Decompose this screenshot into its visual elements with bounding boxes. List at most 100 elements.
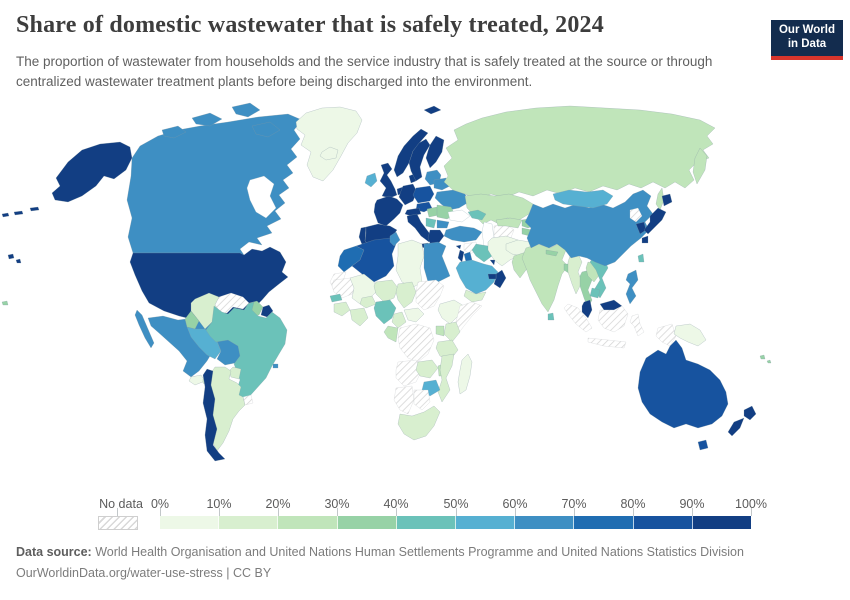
country-egypt[interactable] bbox=[423, 241, 451, 283]
country-united-kingdom[interactable] bbox=[379, 162, 398, 199]
country-congo[interactable] bbox=[383, 325, 399, 343]
country-svalbard[interactable] bbox=[423, 105, 442, 115]
page-title: Share of domestic wastewater that is saf… bbox=[16, 12, 604, 38]
country-tunisia[interactable] bbox=[389, 231, 401, 247]
country-kamchatka[interactable] bbox=[692, 147, 708, 185]
country-russia[interactable] bbox=[443, 105, 716, 201]
legend-segment-40-50[interactable] bbox=[396, 516, 457, 529]
country-french-polynesia[interactable] bbox=[1, 300, 9, 306]
country-new-zealand[interactable] bbox=[727, 405, 757, 437]
country-ethiopia[interactable] bbox=[437, 299, 465, 325]
country-cambodia[interactable] bbox=[589, 287, 601, 299]
country-sakhalin[interactable] bbox=[655, 187, 665, 211]
country-finland[interactable] bbox=[425, 135, 445, 169]
country-hawaii[interactable] bbox=[7, 253, 22, 264]
country-paraguay[interactable] bbox=[228, 366, 242, 380]
data-source-line: Data source: World Health Organisation a… bbox=[16, 545, 744, 559]
country-libya[interactable] bbox=[395, 239, 425, 289]
country-angola[interactable] bbox=[395, 359, 423, 387]
country-uganda[interactable] bbox=[435, 325, 445, 337]
legend-segment-80-90[interactable] bbox=[633, 516, 693, 529]
country-chile[interactable] bbox=[202, 368, 226, 462]
hudson-bay bbox=[246, 175, 277, 219]
country-ghana[interactable] bbox=[349, 307, 369, 327]
country-dr-congo[interactable] bbox=[397, 323, 435, 363]
country-papua-new-guinea[interactable] bbox=[673, 323, 707, 347]
owid-logo[interactable]: Our World in Data bbox=[771, 20, 843, 60]
country-france[interactable] bbox=[373, 195, 404, 227]
country-mongolia[interactable] bbox=[552, 189, 614, 209]
country-uae[interactable] bbox=[487, 273, 497, 280]
country-saudi-arabia[interactable] bbox=[455, 259, 499, 295]
country-central-african-republic[interactable] bbox=[403, 307, 425, 323]
country-yemen[interactable] bbox=[463, 289, 487, 303]
country-fiji[interactable] bbox=[759, 354, 772, 364]
country-myanmar[interactable] bbox=[567, 253, 583, 295]
country-madagascar[interactable] bbox=[457, 353, 473, 395]
legend-tick bbox=[633, 508, 634, 516]
country-alaska[interactable] bbox=[51, 141, 133, 203]
country-sudan[interactable] bbox=[415, 279, 445, 311]
country-cyprus[interactable] bbox=[455, 244, 462, 250]
country-brazil[interactable] bbox=[205, 301, 288, 403]
country-nepal[interactable] bbox=[545, 249, 559, 257]
country-kenya[interactable] bbox=[443, 321, 461, 343]
country-turkey[interactable] bbox=[443, 225, 483, 243]
country-arctic-islands[interactable] bbox=[161, 102, 281, 139]
country-japan[interactable] bbox=[641, 193, 673, 244]
country-germany[interactable] bbox=[398, 183, 418, 206]
country-guatemala[interactable] bbox=[188, 374, 206, 386]
country-philippines[interactable] bbox=[625, 269, 639, 305]
country-cameroon[interactable] bbox=[391, 311, 407, 329]
country-tasmania[interactable] bbox=[697, 439, 709, 451]
country-uzbekistan[interactable] bbox=[495, 217, 523, 229]
country-serbia[interactable] bbox=[425, 217, 437, 229]
country-greenland[interactable] bbox=[295, 106, 363, 182]
country-kuwait[interactable] bbox=[489, 259, 496, 266]
country-georgia-caucasus[interactable] bbox=[467, 209, 487, 221]
country-mozambique[interactable] bbox=[437, 353, 455, 403]
attribution-link[interactable]: OurWorldinData.org/water-use-stress | CC… bbox=[16, 566, 272, 580]
country-australia[interactable] bbox=[637, 339, 729, 429]
country-norway[interactable] bbox=[393, 128, 429, 178]
country-south-africa[interactable] bbox=[397, 405, 441, 441]
legend-tick-label: 100% bbox=[735, 497, 767, 511]
country-nigeria[interactable] bbox=[373, 299, 397, 325]
country-puerto-rico[interactable] bbox=[272, 363, 279, 369]
country-somalia[interactable] bbox=[455, 301, 483, 335]
country-botswana[interactable] bbox=[413, 389, 431, 411]
country-guinea[interactable] bbox=[333, 301, 351, 317]
country-poland[interactable] bbox=[412, 185, 435, 204]
country-canada[interactable] bbox=[126, 113, 303, 256]
owid-logo-accent-bar bbox=[771, 55, 843, 60]
country-chad[interactable] bbox=[395, 281, 417, 309]
country-mexico-baja[interactable] bbox=[134, 309, 155, 349]
country-indonesia[interactable] bbox=[563, 303, 677, 349]
country-niger[interactable] bbox=[373, 279, 399, 303]
country-sweden[interactable] bbox=[408, 138, 431, 182]
country-india[interactable] bbox=[521, 243, 569, 313]
legend-segment-70-80[interactable] bbox=[574, 516, 634, 529]
country-north-korea[interactable] bbox=[629, 207, 643, 223]
legend-segment-20-30[interactable] bbox=[278, 516, 338, 529]
country-taiwan[interactable] bbox=[637, 253, 645, 263]
country-bulgaria[interactable] bbox=[436, 219, 450, 229]
legend-segment-50-60[interactable] bbox=[456, 516, 516, 529]
country-iceland[interactable] bbox=[319, 146, 339, 161]
country-aleutians[interactable] bbox=[1, 206, 40, 218]
country-ireland[interactable] bbox=[364, 172, 378, 188]
country-zambia[interactable] bbox=[415, 359, 439, 379]
legend-segment-90-100[interactable] bbox=[692, 516, 752, 529]
country-burkina-faso[interactable] bbox=[359, 295, 377, 309]
legend-segment-60-70[interactable] bbox=[515, 516, 575, 529]
country-sri-lanka[interactable] bbox=[547, 312, 555, 321]
country-namibia[interactable] bbox=[393, 385, 415, 415]
legend-segment-0-10[interactable] bbox=[160, 516, 220, 529]
legend-segment-10-20[interactable] bbox=[219, 516, 279, 529]
legend-tick-label: 0% bbox=[150, 497, 170, 511]
country-senegal[interactable] bbox=[329, 293, 343, 303]
legend-tick-label: 20% bbox=[265, 497, 291, 511]
legend-no-data-swatch[interactable] bbox=[98, 516, 138, 530]
country-israel[interactable] bbox=[457, 249, 465, 263]
legend-segment-30-40[interactable] bbox=[337, 516, 397, 529]
